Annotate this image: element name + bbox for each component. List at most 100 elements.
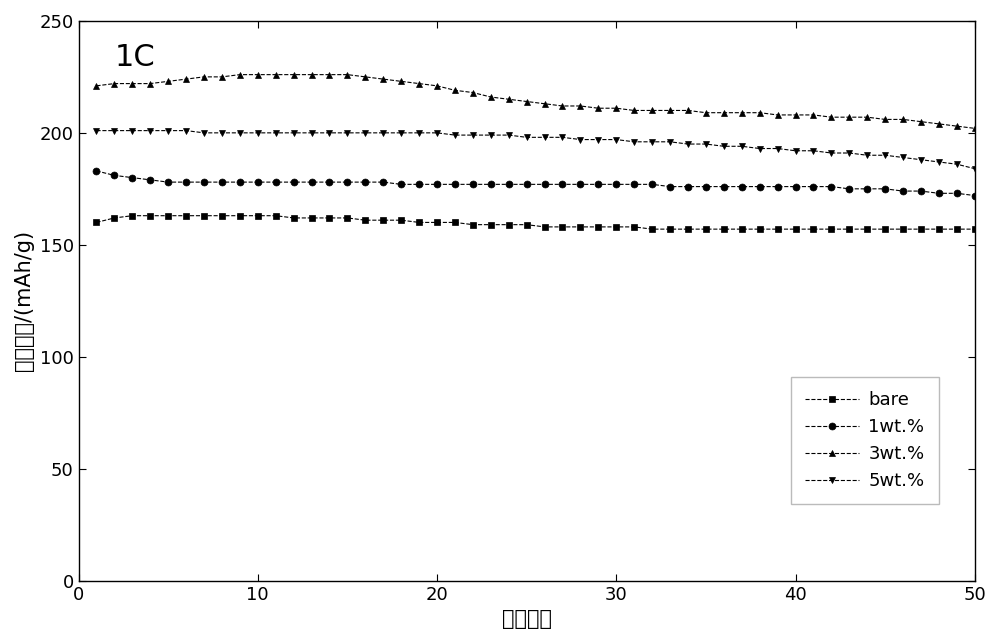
bare <box>288 214 300 222</box>
3wt.% <box>252 71 264 78</box>
3wt.% <box>359 73 371 81</box>
bare <box>359 216 371 224</box>
bare <box>628 223 640 231</box>
3wt.% <box>377 75 389 83</box>
3wt.% <box>664 107 676 114</box>
1wt.% <box>915 187 927 195</box>
3wt.% <box>198 73 210 81</box>
bare <box>664 225 676 233</box>
1wt.% <box>700 183 712 190</box>
3wt.% <box>341 71 353 78</box>
1wt.% <box>341 178 353 186</box>
3wt.% <box>790 111 802 119</box>
bare <box>933 225 945 233</box>
3wt.% <box>646 107 658 114</box>
5wt.% <box>646 138 658 146</box>
3wt.% <box>270 71 282 78</box>
bare <box>897 225 909 233</box>
bare <box>306 214 318 222</box>
5wt.% <box>377 129 389 137</box>
bare <box>610 223 622 231</box>
1wt.% <box>323 178 335 186</box>
bare <box>646 225 658 233</box>
5wt.% <box>933 158 945 166</box>
1wt.% <box>180 178 192 186</box>
bare <box>252 212 264 219</box>
Line: 5wt.%: 5wt.% <box>93 127 978 172</box>
1wt.% <box>126 174 138 181</box>
1wt.% <box>234 178 246 186</box>
bare <box>754 225 766 233</box>
bare <box>377 216 389 224</box>
5wt.% <box>682 140 694 148</box>
bare <box>503 221 515 228</box>
bare <box>521 221 533 228</box>
3wt.% <box>969 125 981 132</box>
1wt.% <box>306 178 318 186</box>
3wt.% <box>556 102 568 110</box>
1wt.% <box>736 183 748 190</box>
bare <box>413 219 425 226</box>
5wt.% <box>503 131 515 139</box>
5wt.% <box>700 140 712 148</box>
1wt.% <box>843 185 855 193</box>
1wt.% <box>879 185 891 193</box>
5wt.% <box>234 129 246 137</box>
3wt.% <box>234 71 246 78</box>
bare <box>90 219 102 226</box>
bare <box>180 212 192 219</box>
3wt.% <box>807 111 819 119</box>
3wt.% <box>861 113 873 121</box>
bare <box>718 225 730 233</box>
3wt.% <box>162 78 174 86</box>
bare <box>556 223 568 231</box>
5wt.% <box>306 129 318 137</box>
X-axis label: 循环次数: 循环次数 <box>502 609 552 629</box>
1wt.% <box>270 178 282 186</box>
5wt.% <box>807 147 819 154</box>
5wt.% <box>879 151 891 159</box>
3wt.% <box>897 116 909 123</box>
1wt.% <box>431 181 443 188</box>
5wt.% <box>754 145 766 152</box>
bare <box>539 223 551 231</box>
5wt.% <box>664 138 676 146</box>
Line: 1wt.%: 1wt.% <box>93 167 978 199</box>
3wt.% <box>521 98 533 105</box>
bare <box>700 225 712 233</box>
3wt.% <box>216 73 228 81</box>
3wt.% <box>485 93 497 101</box>
5wt.% <box>718 143 730 150</box>
1wt.% <box>592 181 604 188</box>
bare <box>162 212 174 219</box>
5wt.% <box>951 160 963 168</box>
1wt.% <box>90 167 102 175</box>
3wt.% <box>772 111 784 119</box>
1wt.% <box>807 183 819 190</box>
bare <box>682 225 694 233</box>
1wt.% <box>395 181 407 188</box>
3wt.% <box>108 80 120 87</box>
5wt.% <box>628 138 640 146</box>
bare <box>126 212 138 219</box>
bare <box>449 219 461 226</box>
1wt.% <box>754 183 766 190</box>
bare <box>144 212 156 219</box>
5wt.% <box>574 136 586 143</box>
bare <box>772 225 784 233</box>
1wt.% <box>951 190 963 197</box>
bare <box>861 225 873 233</box>
3wt.% <box>754 109 766 116</box>
3wt.% <box>180 75 192 83</box>
1wt.% <box>861 185 873 193</box>
5wt.% <box>144 127 156 134</box>
5wt.% <box>556 134 568 141</box>
3wt.% <box>90 82 102 89</box>
Y-axis label: 放电容量/(mAh/g): 放电容量/(mAh/g) <box>14 230 34 372</box>
bare <box>234 212 246 219</box>
5wt.% <box>413 129 425 137</box>
5wt.% <box>592 136 604 143</box>
1wt.% <box>574 181 586 188</box>
bare <box>879 225 891 233</box>
5wt.% <box>431 129 443 137</box>
